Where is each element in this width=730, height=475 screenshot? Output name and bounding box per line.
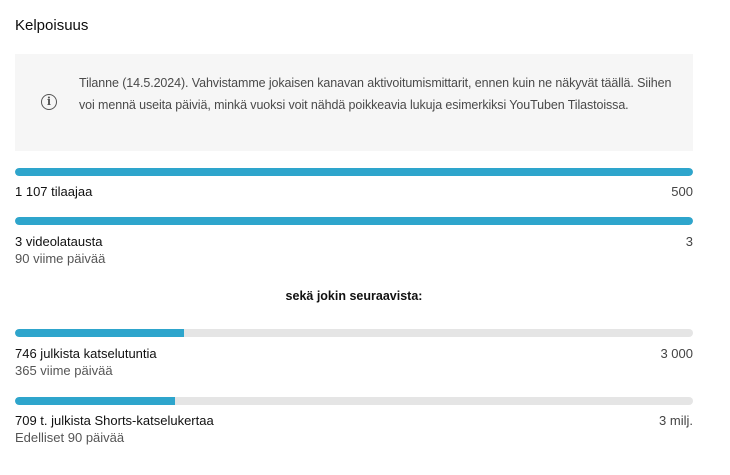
shorts-views-progress-bar: [15, 397, 693, 405]
info-banner: i Tilanne (14.5.2024). Vahvistamme jokai…: [15, 54, 693, 151]
watch-hours-goal: 3 000: [660, 346, 693, 361]
watch-hours-label: 746 julkista katselutuntia: [15, 346, 157, 361]
info-text: Tilanne (14.5.2024). Vahvistamme jokaise…: [79, 76, 672, 112]
progress-fill: [15, 168, 693, 176]
progress-fill: [15, 329, 184, 337]
uploads-goal: 3: [685, 234, 693, 249]
watch-hours-period: 365 viime päivää: [15, 363, 113, 378]
info-icon: i: [41, 94, 57, 110]
watch-hours-progress-bar: [15, 329, 693, 337]
or-label: sekä jokin seuraavista:: [285, 289, 423, 303]
uploads-period: 90 viime päivää: [15, 251, 106, 266]
subscribers-goal: 500: [671, 184, 693, 199]
shorts-views-label: 709 t. julkista Shorts-katselukertaa: [15, 413, 214, 428]
shorts-views-period: Edelliset 90 päivää: [15, 430, 125, 445]
uploads-label: 3 videolatausta: [15, 234, 103, 249]
progress-fill: [15, 217, 693, 225]
section-title: Kelpoisuus: [15, 17, 89, 34]
shorts-views-goal: 3 milj.: [659, 413, 693, 428]
progress-fill: [15, 397, 175, 405]
subscribers-label: 1 107 tilaajaa: [15, 184, 93, 199]
uploads-progress-bar: [15, 217, 693, 225]
subscribers-progress-bar: [15, 168, 693, 176]
